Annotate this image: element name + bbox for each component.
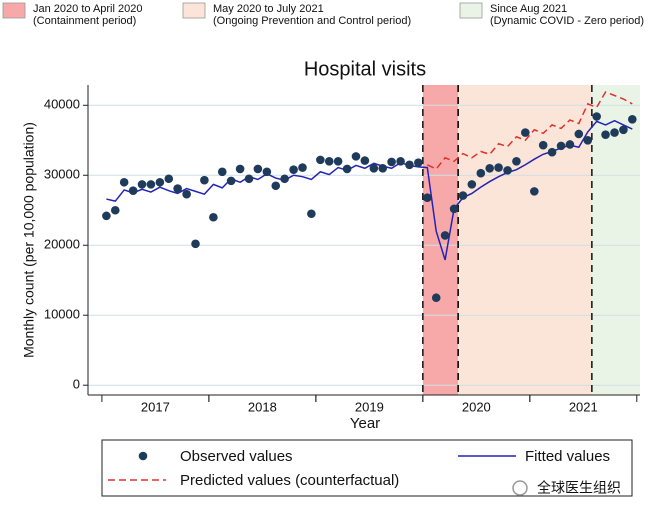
- observed-point: [627, 114, 637, 124]
- observed-point: [378, 163, 388, 173]
- y-tick-label: 0: [73, 377, 80, 392]
- observed-point: [262, 167, 272, 177]
- watermark-icon: [512, 480, 528, 496]
- legend-label: Fitted values: [525, 448, 610, 465]
- observed-point: [458, 191, 468, 200]
- observed-point: [182, 189, 191, 199]
- observed-point: [467, 180, 477, 189]
- x-axis-label: Year: [350, 415, 380, 432]
- y-axis-label: Monthly count (per 10,000 population): [21, 122, 37, 358]
- observed-point: [431, 293, 441, 303]
- observed-point: [209, 212, 218, 222]
- chart-title: Hospital visits: [304, 58, 426, 80]
- observed-point: [574, 129, 584, 139]
- observed-point: [440, 231, 450, 240]
- observed-point: [565, 140, 575, 149]
- period-legend-swatch: [459, 2, 483, 19]
- observed-point: [449, 204, 459, 214]
- y-tick-label: 30000: [44, 167, 80, 182]
- x-tick-label: 2018: [248, 399, 277, 414]
- period-legend-swatch: [2, 2, 26, 19]
- observed-point: [173, 184, 182, 193]
- observed-point: [351, 152, 361, 161]
- observed-point: [226, 176, 236, 186]
- observed-point: [119, 177, 129, 187]
- observed-point: [494, 163, 503, 172]
- observed-point: [583, 135, 593, 145]
- observed-point: [316, 155, 325, 165]
- observed-point: [307, 209, 316, 219]
- predicted-line: [427, 91, 633, 170]
- legend-box: [101, 439, 633, 497]
- observed-point: [556, 141, 566, 151]
- observed-point: [155, 177, 165, 187]
- period-legend-text: (Ongoing Prevention and Control period): [213, 15, 411, 27]
- watermark-text: 全球医生组织: [537, 480, 621, 496]
- period-legend-text: May 2020 to July 2021: [213, 3, 324, 15]
- observed-point: [164, 174, 174, 184]
- y-tick-label: 10000: [44, 307, 80, 322]
- observed-point: [217, 167, 227, 177]
- observed-point: [476, 168, 486, 178]
- observed-point: [601, 130, 610, 139]
- observed-point: [396, 156, 405, 166]
- observed-point: [253, 164, 263, 174]
- period-band: [591, 85, 640, 395]
- period-legend-text: (Dynamic COVID - Zero period): [490, 15, 644, 27]
- y-tick-label: 40000: [44, 97, 80, 112]
- observed-point: [146, 180, 156, 189]
- observed-point: [547, 147, 557, 157]
- observed-point: [619, 125, 628, 135]
- period-band: [422, 85, 459, 395]
- observed-point: [191, 239, 200, 249]
- period-legend-swatch: [182, 2, 206, 19]
- observed-point: [512, 156, 521, 166]
- legend-marker: [138, 451, 148, 461]
- observed-point: [360, 156, 370, 165]
- x-tick-label: 2017: [141, 399, 170, 414]
- observed-point: [485, 163, 494, 173]
- observed-point: [538, 140, 548, 150]
- observed-point: [333, 156, 343, 166]
- observed-point: [503, 166, 512, 175]
- observed-point: [521, 128, 530, 137]
- observed-point: [369, 163, 379, 173]
- observed-point: [244, 174, 254, 184]
- observed-point: [271, 181, 281, 191]
- observed-point: [235, 164, 245, 174]
- observed-point: [530, 187, 539, 196]
- observed-point: [405, 160, 414, 170]
- period-legend-text: Since Aug 2021: [490, 3, 567, 15]
- period-legend-text: (Containment period): [33, 15, 136, 27]
- observed-point: [610, 128, 619, 137]
- observed-point: [128, 186, 138, 195]
- watermark: 全球医生组织: [512, 480, 621, 496]
- period-legend-text: Jan 2020 to April 2020: [33, 3, 142, 15]
- legend-label: Observed values: [180, 448, 293, 465]
- observed-point: [289, 165, 298, 174]
- y-tick-label: 20000: [44, 237, 80, 252]
- fitted-line: [106, 119, 633, 261]
- observed-point: [298, 163, 307, 172]
- x-tick-label: 2021: [569, 399, 598, 414]
- x-tick-label: 2020: [462, 399, 491, 414]
- observed-point: [280, 174, 289, 184]
- observed-point: [110, 205, 120, 215]
- observed-point: [342, 164, 352, 174]
- legend-label: Predicted values (counterfactual): [180, 472, 399, 489]
- observed-point: [423, 193, 432, 202]
- observed-point: [324, 156, 334, 166]
- observed-point: [387, 157, 396, 167]
- observed-point: [102, 211, 111, 221]
- observed-point: [592, 112, 601, 121]
- observed-point: [137, 180, 147, 189]
- observed-point: [414, 158, 423, 167]
- x-tick-label: 2019: [355, 399, 384, 414]
- observed-point: [200, 175, 209, 185]
